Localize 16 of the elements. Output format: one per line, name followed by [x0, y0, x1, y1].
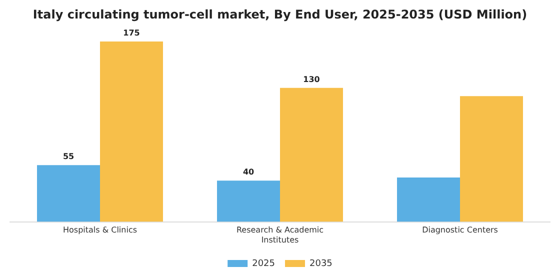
bar — [100, 42, 163, 222]
bar — [217, 180, 280, 222]
x-tick-label: Hospitals & Clinics — [62, 226, 138, 235]
data-label: 175 — [123, 28, 140, 38]
bar — [37, 165, 100, 222]
data-label: 40 — [242, 168, 254, 177]
chart-title: Italy circulating tumor-cell market, By End User, 2025-2035 (USD Million) — [32, 7, 528, 22]
bar — [397, 178, 460, 222]
bar — [280, 88, 343, 222]
x-tick-label: Research & Academic Institutes — [236, 226, 324, 244]
data-label: 55 — [62, 152, 74, 162]
legend-label: 2035 — [310, 258, 332, 269]
data-label: 130 — [303, 74, 320, 84]
x-tick-label: Diagnostic Centers — [422, 226, 498, 235]
bar — [460, 96, 523, 222]
legend-label: 2025 — [252, 258, 275, 269]
